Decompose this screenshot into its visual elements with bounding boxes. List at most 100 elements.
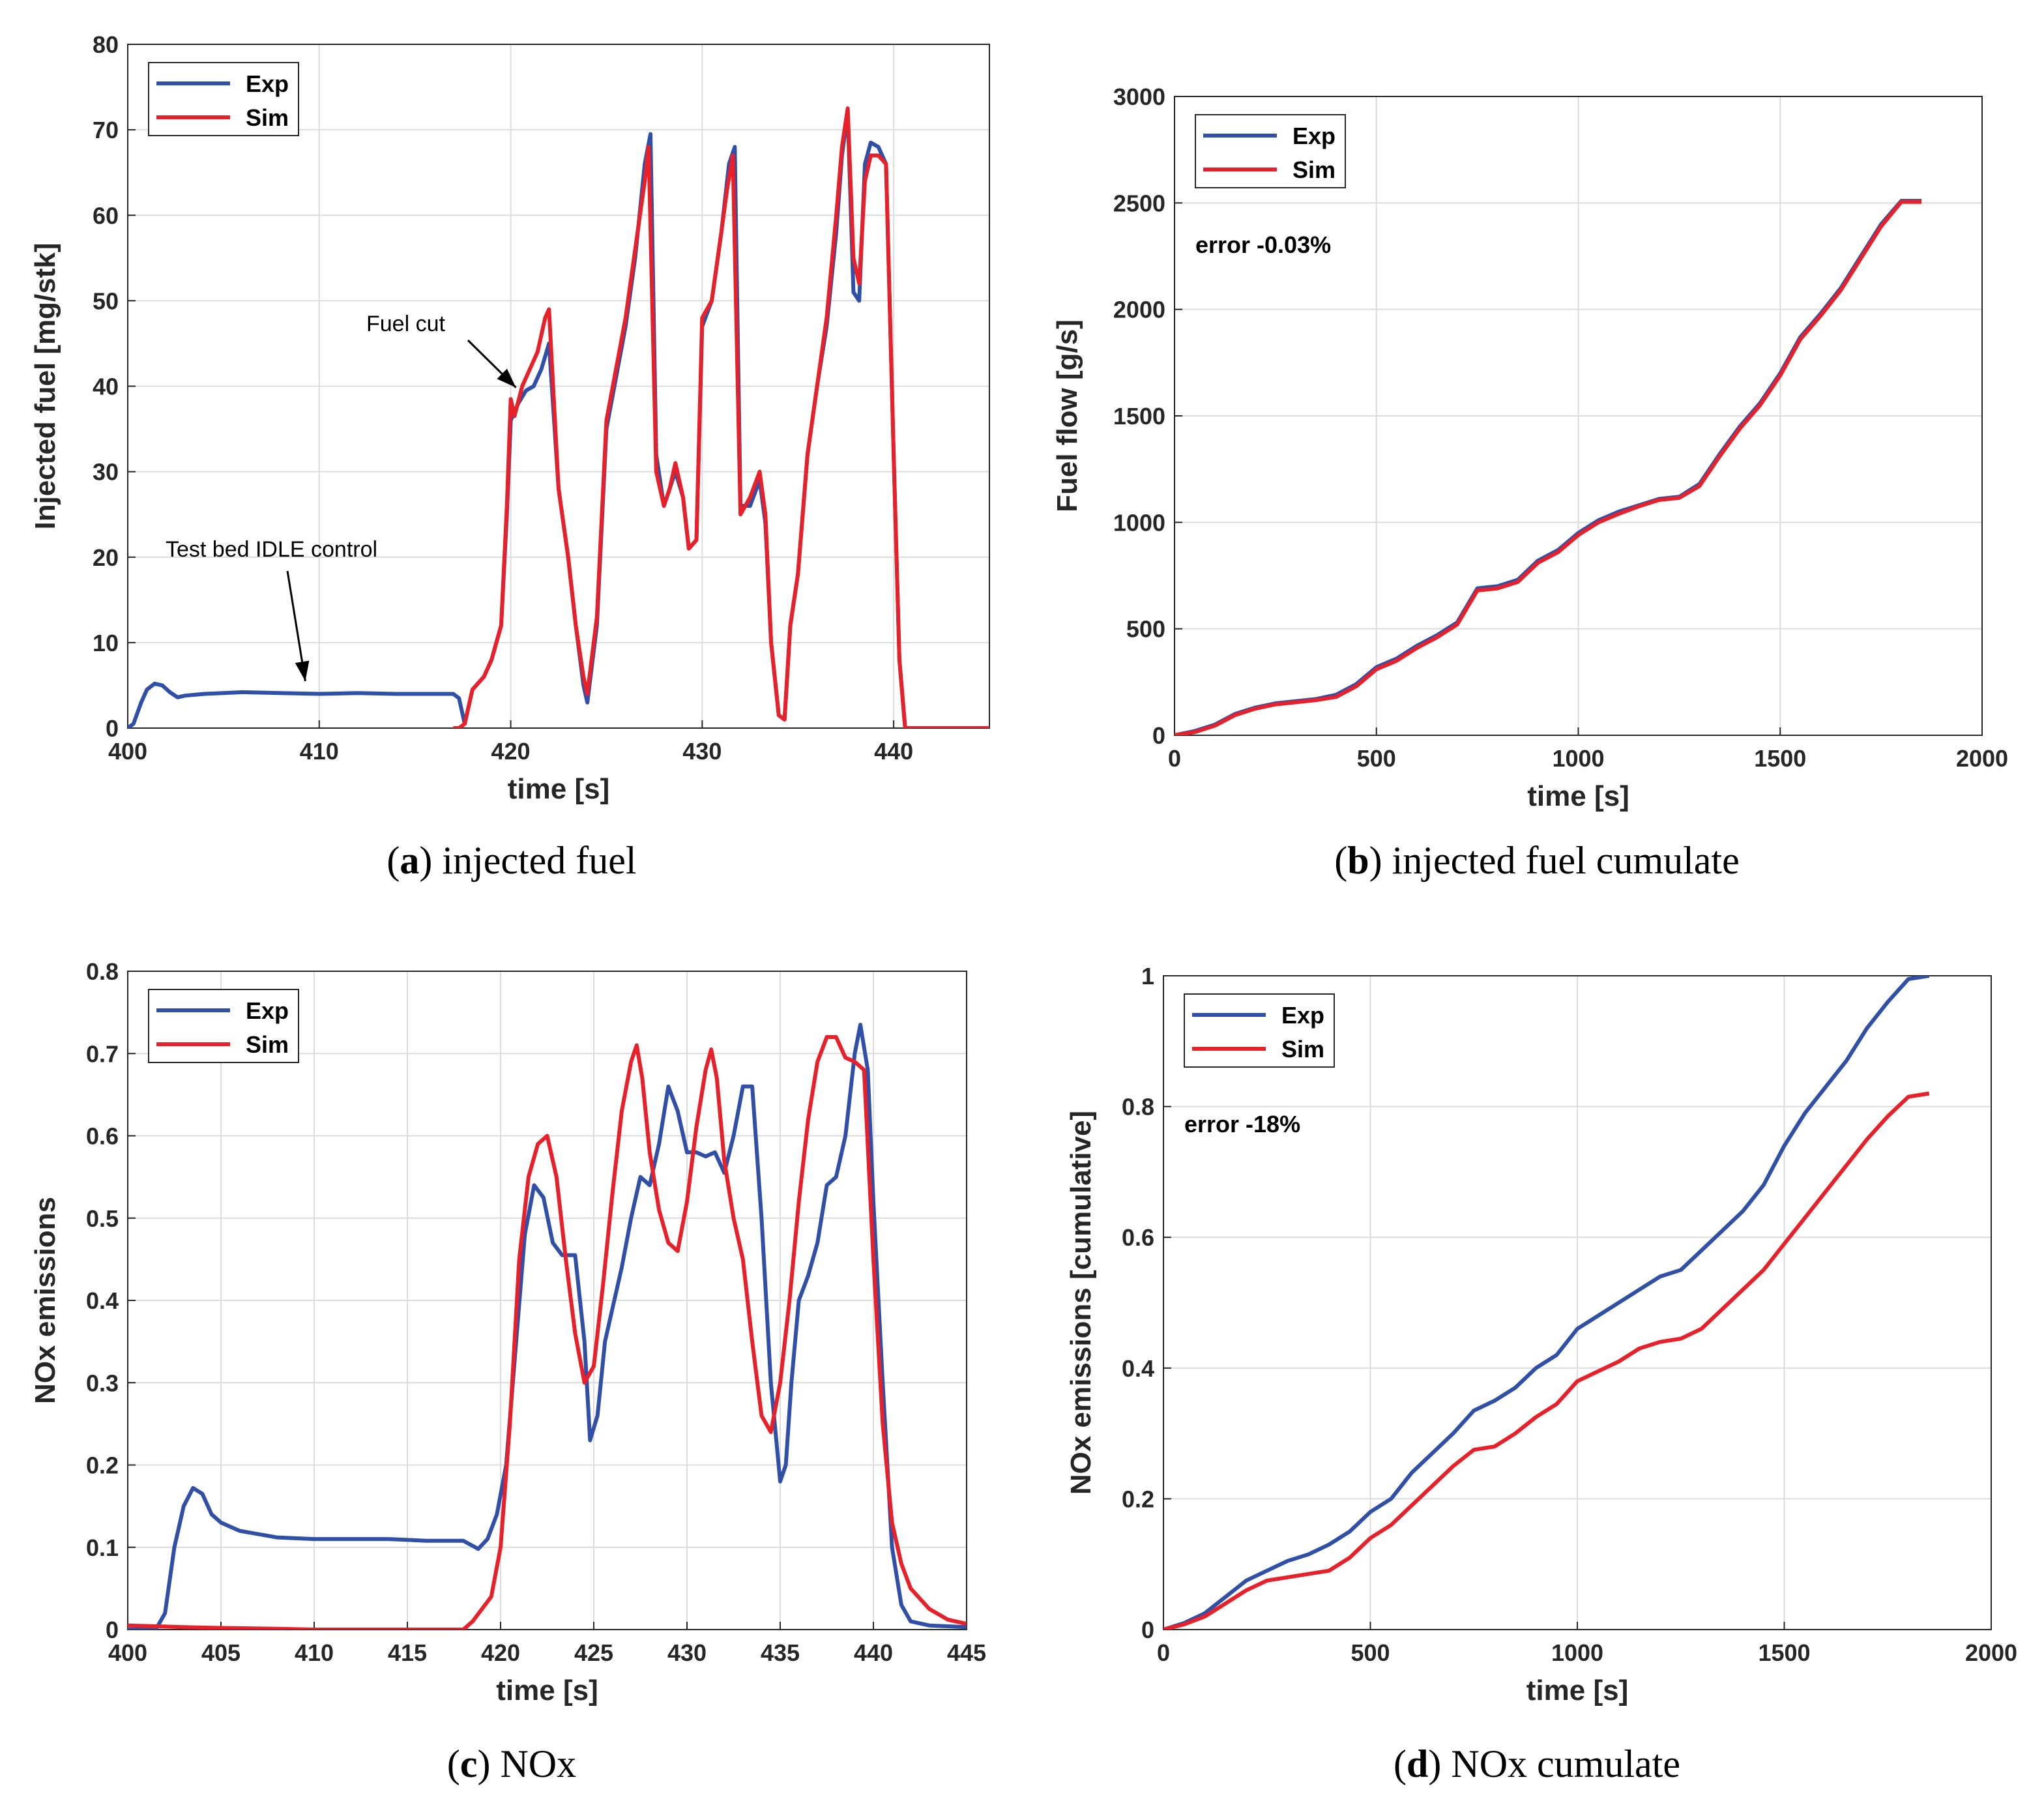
y-tick-label: 0 [106,715,119,742]
caption-close-paren: ) [477,1742,500,1785]
x-axis-label: time [s] [508,773,609,805]
caption-letter: a [400,839,419,882]
y-tick-label: 70 [93,117,119,143]
y-tick-label: 10 [93,630,119,656]
y-tick-label: 1 [1141,963,1154,989]
caption-text: injected fuel cumulate [1392,839,1740,882]
y-tick-label: 1500 [1113,403,1165,430]
x-tick-label: 500 [1357,745,1396,772]
x-tick-label: 500 [1350,1639,1390,1666]
x-tick-label: 1000 [1551,1639,1603,1666]
y-tick-label: 0 [1141,1617,1154,1643]
y-tick-label: 0.8 [86,958,119,985]
y-tick-label: 0.3 [86,1369,119,1396]
x-axis-label: time [s] [1526,1675,1628,1706]
plot-frame [127,971,967,1630]
x-tick-label: 430 [682,738,722,765]
series-line-sim [1163,1091,1930,1630]
y-axis-label: NOx emissions [29,1197,61,1404]
caption-open-paren: ( [1334,839,1347,882]
caption-letter: b [1347,839,1369,882]
y-tick-label: 60 [93,202,119,229]
y-tick-label: 0.6 [86,1123,119,1150]
annotation-arrowhead-fuel-cut [497,368,516,388]
chart-b: 0 500 1000 1500 2000 0 500 1000 1500 2000 2500 3000… [1051,83,2008,882]
legend-label-exp: Exp [246,997,289,1024]
legend [1195,114,1346,188]
caption-open-paren: ( [1394,1742,1407,1785]
caption-text: injected fuel [442,839,636,882]
chart-a: 400 410 420 430 440 0 10 20 30 40 50 60 70 80 time [s]… [29,31,990,882]
x-tick-label: 1500 [1758,1639,1810,1666]
caption-close-paren: ) [1369,839,1392,882]
y-axis-label: Injected fuel [mg/stk] [29,242,61,529]
y-tick-label: 50 [93,287,119,314]
caption-open-paren: ( [387,839,400,882]
plot-frame [127,44,990,729]
caption-close-paren: ) [1428,1742,1451,1785]
x-tick-label: 445 [947,1639,986,1666]
y-tick-label: 2000 [1113,297,1165,323]
x-tick-label: 0 [1157,1639,1170,1666]
y-tick-label: 0 [1152,722,1165,749]
y-tick-label: 30 [93,459,119,486]
x-tick-label: 420 [481,1639,520,1666]
legend-label-exp: Exp [1292,123,1336,149]
x-tick-label: 400 [108,1639,147,1666]
x-tick-label: 410 [295,1639,334,1666]
x-tick-label: 1500 [1754,745,1806,772]
x-tick-label: 435 [761,1639,800,1666]
caption: (a) injected fuel [387,839,636,882]
error-note: error -0.03% [1195,231,1331,258]
x-tick-label: 425 [574,1639,613,1666]
y-tick-label: 0.8 [1122,1094,1154,1120]
legend-label-sim: Sim [246,1031,289,1058]
x-tick-label: 440 [874,738,913,765]
annotation-arrowhead-idle [295,660,310,681]
legend [148,989,299,1063]
x-axis-label: time [s] [496,1675,598,1706]
y-tick-label: 20 [93,544,119,571]
caption-text: NOx cumulate [1451,1742,1680,1785]
y-tick-label: 0.1 [86,1534,119,1561]
caption: (d) NOx cumulate [1394,1742,1680,1785]
x-tick-label: 440 [854,1639,893,1666]
legend [1184,993,1335,1068]
legend [148,62,299,136]
y-tick-label: 3000 [1113,83,1165,110]
legend-label-exp: Exp [246,70,289,97]
chart-d: 0 500 1000 1500 2000 0 0.2 0.4 0.6 0.8 1 time [s] NO… [1065,963,2017,1785]
x-tick-label: 0 [1168,745,1181,772]
series-line-sim [128,1035,967,1630]
legend-label-sim: Sim [1292,156,1336,183]
x-tick-label: 405 [201,1639,241,1666]
caption-open-paren: ( [447,1742,460,1785]
y-tick-label: 500 [1126,616,1165,643]
y-tick-label: 0.4 [86,1287,119,1314]
x-tick-label: 400 [108,738,147,765]
x-tick-label: 415 [388,1639,427,1666]
y-tick-label: 40 [93,373,119,400]
annotation-fuel-cut: Fuel cut [366,312,445,336]
x-axis-label: time [s] [1527,780,1629,812]
y-tick-label: 0.7 [86,1040,119,1067]
y-axis-label: Fuel flow [g/s] [1051,319,1083,512]
caption: (c) NOx [447,1742,576,1785]
series-line-exp [128,1023,967,1630]
y-axis-label: NOx emissions [cumulative] [1065,1111,1097,1495]
caption: (b) injected fuel cumulate [1334,839,1739,882]
legend-label-sim: Sim [246,104,289,131]
y-tick-label: 0.5 [86,1205,119,1232]
caption-letter: c [460,1742,478,1785]
chart-c: 400 405 410 415 420 425 430 435 440 445 0 0.1 0.2 0.3… [29,958,986,1785]
y-tick-label: 80 [93,31,119,58]
y-tick-label: 2500 [1113,190,1165,216]
x-tick-label: 410 [300,738,339,765]
caption-text: NOx [500,1742,576,1785]
y-tick-label: 0.6 [1122,1224,1154,1251]
x-tick-label: 430 [667,1639,707,1666]
x-tick-label: 1000 [1552,745,1604,772]
caption-letter: d [1407,1742,1428,1785]
x-tick-label: 2000 [1956,745,2008,772]
